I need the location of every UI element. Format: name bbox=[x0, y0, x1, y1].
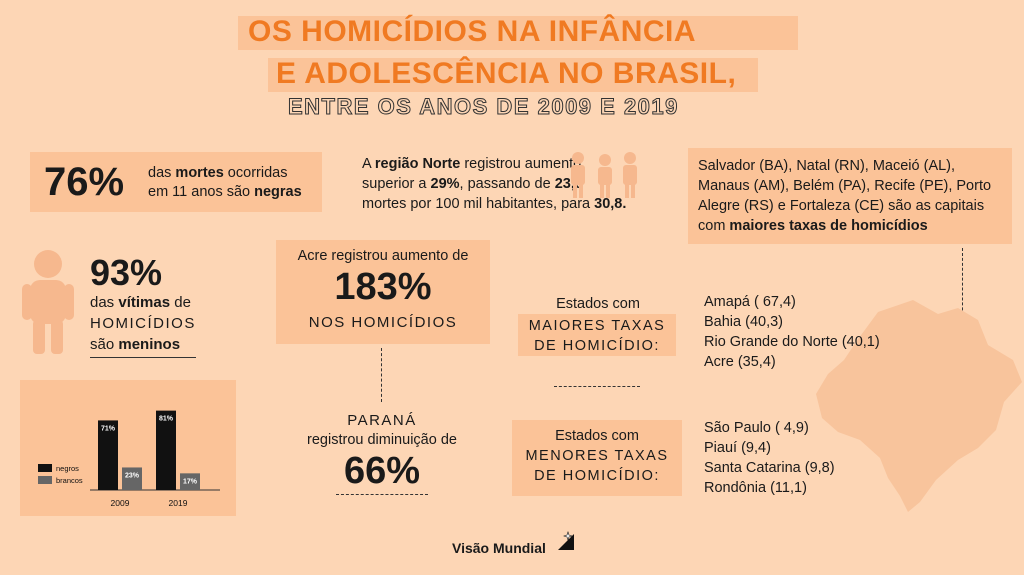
menores-item: Piauí (9,4) bbox=[704, 440, 771, 456]
maiores-label-box bbox=[518, 314, 676, 356]
chart-bar-negros-2009 bbox=[98, 420, 118, 490]
stat-76-text: das mortes ocorridas em 11 anos são negr… bbox=[148, 165, 302, 200]
maiores-label-2: MAIORES TAXAS DE HOMICÍDIO: bbox=[528, 318, 666, 354]
maiores-item: Rio Grande do Norte (40,1) bbox=[704, 334, 880, 350]
brazil-map-icon bbox=[816, 300, 1022, 512]
chart-data-label: 81% bbox=[159, 416, 174, 423]
stat-76-value: 76% bbox=[44, 160, 125, 204]
title-line-1: OS HOMICÍDIOS NA INFÂNCIA bbox=[248, 15, 697, 48]
maiores-item: Acre (35,4) bbox=[704, 354, 776, 370]
chart-svg: 71% 23% 2009 81% 17% 2019 negros brancos bbox=[38, 410, 220, 508]
chart-legend-swatch bbox=[38, 464, 52, 472]
menores-label-1: Estados com bbox=[555, 428, 639, 444]
chart-bar-negros-2019 bbox=[156, 410, 176, 490]
chart-data-label: 17% bbox=[183, 478, 198, 485]
acre-box: Acre registrou aumento de 183% NOS HOMIC… bbox=[276, 240, 490, 344]
menores-item: Rondônia (11,1) bbox=[704, 480, 807, 496]
chart-bar-brancos-2009 bbox=[122, 467, 142, 490]
capitals-connector bbox=[962, 248, 963, 340]
brand-logo-icon bbox=[558, 531, 574, 550]
acre-connector bbox=[381, 348, 382, 402]
maiores-label-1: Estados com bbox=[556, 296, 640, 312]
acre-text: Acre registrou aumento de bbox=[297, 248, 469, 264]
menores-item: Santa Catarina (9,8) bbox=[704, 460, 835, 476]
title-highlight-1 bbox=[238, 16, 798, 50]
capitals-box: Salvador (BA), Natal (RN), Maceió (AL), … bbox=[688, 148, 1012, 244]
maiores-divider bbox=[554, 386, 640, 387]
parana-underline bbox=[336, 494, 428, 495]
title-line-3: ENTRE OS ANOS DE 2009 E 2019 bbox=[288, 94, 679, 120]
acre-value: 183% bbox=[334, 266, 432, 308]
parana-label: PARANÁ bbox=[347, 412, 417, 429]
chart-legend-label: brancos bbox=[56, 476, 83, 485]
maiores-item: Bahia (40,3) bbox=[704, 314, 783, 330]
chart-legend-swatch bbox=[38, 476, 52, 484]
menores-list: São Paulo ( 4,9) Piauí (9,4) Santa Catar… bbox=[704, 418, 835, 498]
chart-bar-brancos-2019 bbox=[180, 473, 200, 490]
parana-text: registrou diminuição de bbox=[307, 432, 457, 448]
chart-data-label: 23% bbox=[125, 472, 140, 479]
stat-93-value: 93% bbox=[90, 252, 163, 293]
race-bar-chart: 71% 23% 2009 81% 17% 2019 negros brancos bbox=[20, 380, 236, 516]
chart-data-label: 71% bbox=[101, 425, 116, 432]
title-highlight-2 bbox=[268, 58, 758, 92]
capitals-text: Salvador (BA), Natal (RN), Maceió (AL), … bbox=[698, 158, 992, 234]
stat-76-box: 76% das mortes ocorridas em 11 anos são … bbox=[30, 152, 322, 212]
acre-subtitle: NOS HOMICÍDIOS bbox=[308, 314, 458, 331]
chart-x-tick-label: 2009 bbox=[111, 498, 130, 508]
parana-value: 66% bbox=[343, 450, 421, 492]
title-line-2: E ADOLESCÊNCIA NO BRASIL, bbox=[276, 57, 737, 90]
norte-text: A região Norte registrou aumento superio… bbox=[362, 156, 627, 212]
child-silhouette-icon bbox=[22, 250, 74, 354]
menores-label-2: MENORES TAXAS DE HOMICÍDIO: bbox=[525, 448, 669, 484]
chart-legend-label: negros bbox=[56, 464, 79, 473]
brand-name: Visão Mundial bbox=[452, 540, 546, 556]
maiores-list: Amapá ( 67,4) Bahia (40,3) Rio Grande do… bbox=[704, 292, 880, 372]
menores-box: Estados com MENORES TAXAS DE HOMICÍDIO: bbox=[512, 420, 682, 496]
people-silhouette-icon bbox=[571, 152, 637, 198]
chart-x-tick-label: 2019 bbox=[169, 498, 188, 508]
stat-93-text: das vítimas de HOMICÍDIOS são meninos bbox=[90, 292, 196, 358]
menores-item: São Paulo ( 4,9) bbox=[704, 420, 809, 436]
maiores-item: Amapá ( 67,4) bbox=[704, 294, 796, 310]
